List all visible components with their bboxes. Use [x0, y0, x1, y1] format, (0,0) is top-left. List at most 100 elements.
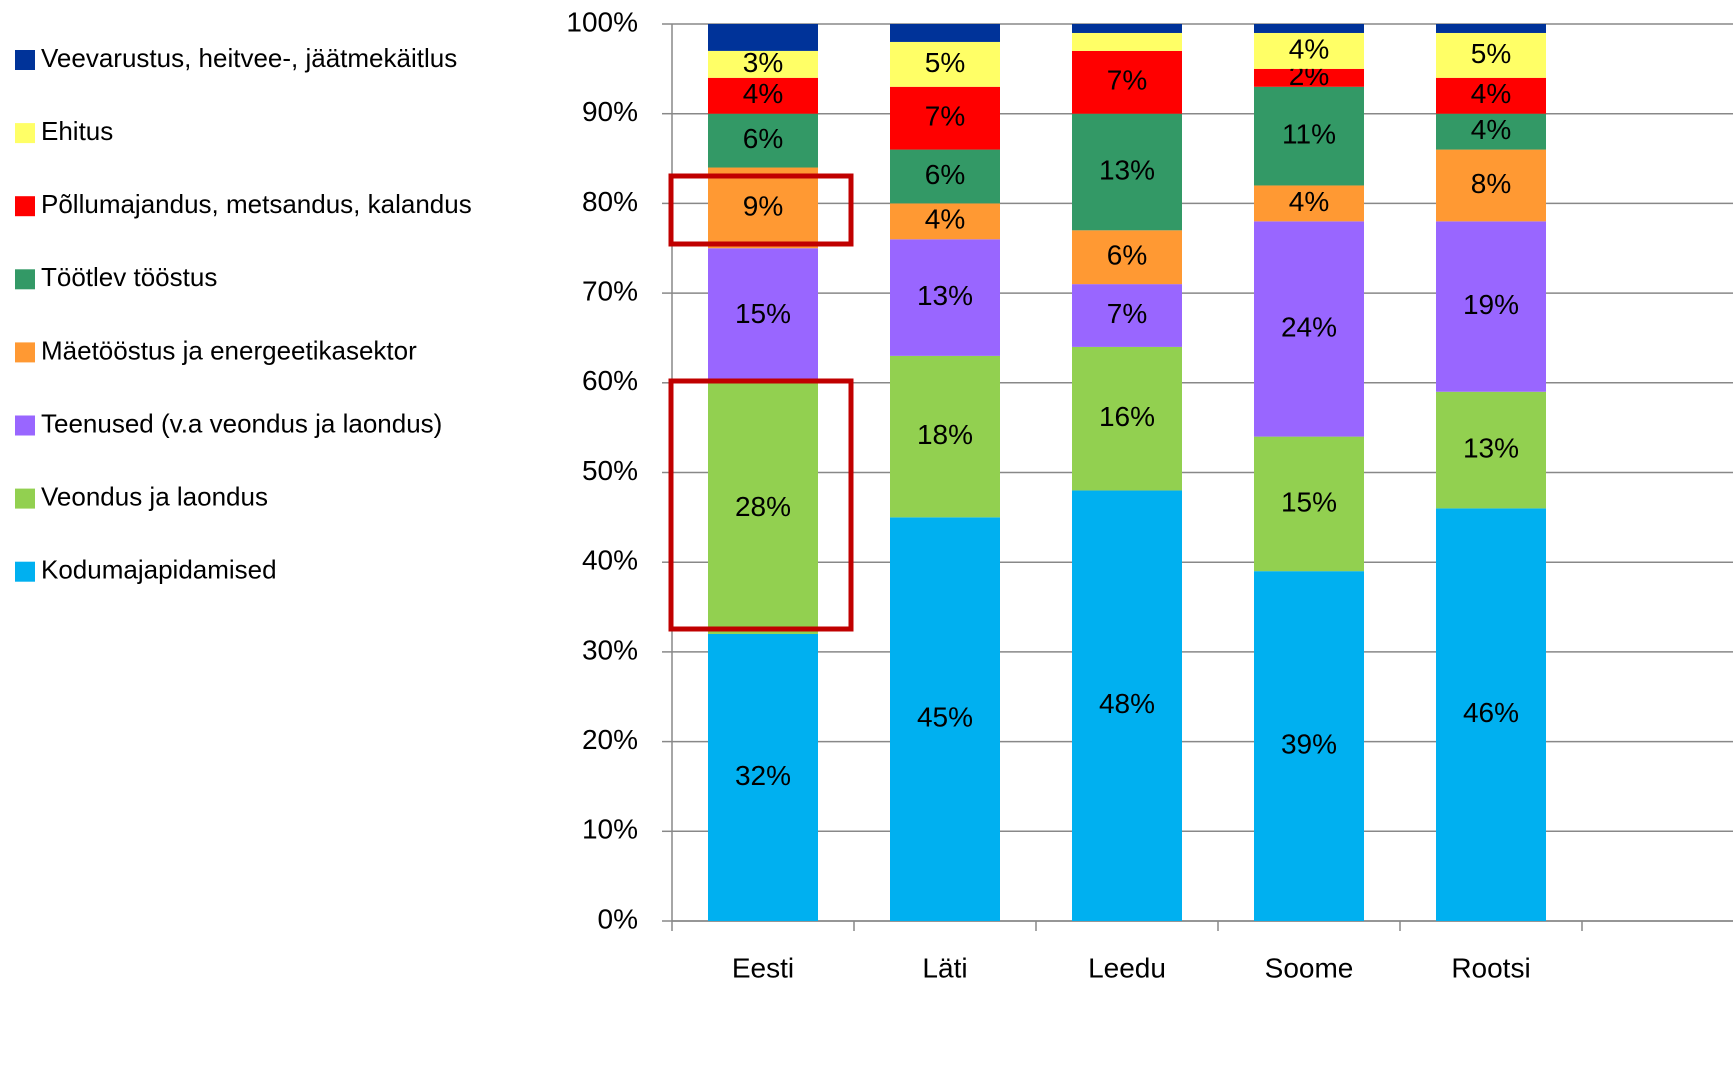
bar-segment: [1254, 86, 1364, 186]
bar-segment: [708, 77, 818, 114]
data-label: 45%: [917, 702, 973, 733]
data-label: 19%: [1463, 289, 1519, 320]
data-label: 4%: [1471, 114, 1511, 145]
data-label: 6%: [1107, 240, 1147, 271]
y-tick-label: 10%: [582, 814, 638, 845]
y-tick-label: 60%: [582, 365, 638, 396]
data-label: 28%: [735, 491, 791, 522]
data-label: 6%: [925, 159, 965, 190]
legend-label: Töötlev tööstus: [41, 262, 217, 292]
legend-swatch: [15, 488, 35, 509]
data-label: 7%: [925, 101, 965, 132]
legend-label: Põllumajandus, metsandus, kalandus: [41, 189, 472, 219]
data-label: 4%: [1471, 78, 1511, 109]
highlight-box: [668, 378, 854, 632]
legend-label: Teenused (v.a veondus ja laondus): [41, 408, 442, 438]
highlight-box: [668, 173, 854, 247]
bar-segment: [1436, 113, 1546, 150]
legend-swatch: [15, 415, 35, 436]
legend-swatch: [15, 123, 35, 144]
bar-segment: [1436, 508, 1546, 921]
bar-segment: [708, 382, 818, 634]
bar-segment: [1436, 32, 1546, 78]
y-tick-label: 40%: [582, 545, 638, 576]
plot-area: 0% 10% 20% 30% 40% 50% 60% 70% 80% 90% 100% Eesti Lä…: [566, 6, 1733, 983]
data-label: 13%: [1463, 432, 1519, 463]
bar-segment: [1254, 571, 1364, 921]
legend-label: Kodumajapidamised: [41, 555, 277, 585]
data-label: 6%: [743, 123, 783, 154]
bar-segment: [708, 50, 818, 78]
y-tick-label: 20%: [582, 724, 638, 755]
data-label: 7%: [1107, 65, 1147, 96]
bar-segment: [1254, 436, 1364, 572]
data-label: 46%: [1463, 697, 1519, 728]
bar-segment: [890, 24, 1000, 42]
bar-segment: [1072, 32, 1182, 51]
x-tick-label: Rootsi: [1451, 952, 1530, 983]
legend-swatch: [15, 196, 35, 217]
bar-segment: [708, 113, 818, 168]
bar-segment: [1254, 221, 1364, 437]
bar-segment: [1254, 185, 1364, 222]
bar-segment: [890, 517, 1000, 921]
data-label: 13%: [917, 280, 973, 311]
bar-segment: [708, 633, 818, 921]
data-label: 5%: [1471, 38, 1511, 69]
bar-segment: [1072, 24, 1182, 33]
legend-swatch: [15, 561, 35, 582]
bar-segment: [890, 41, 1000, 87]
data-label: 15%: [1281, 486, 1337, 517]
bar-segment: [890, 149, 1000, 204]
bar-segment: [1436, 24, 1546, 33]
y-tick-label: 80%: [582, 186, 638, 217]
bar-segment: [890, 239, 1000, 356]
legend-swatch: [15, 50, 35, 70]
x-tick-label: Leedu: [1088, 952, 1166, 983]
x-tick-label: Eesti: [732, 952, 794, 983]
legend-label: Mäetööstus ja energeetikasektor: [41, 335, 417, 365]
data-label: 4%: [743, 78, 783, 109]
data-label: 3%: [743, 47, 783, 78]
bar-segment: [1254, 24, 1364, 33]
y-tick-label: 50%: [582, 455, 638, 486]
bar-segment: [708, 248, 818, 383]
data-label: 18%: [917, 419, 973, 450]
bar-segment: [1072, 230, 1182, 285]
y-tick-label: 0%: [598, 903, 638, 934]
data-label: 7%: [1107, 298, 1147, 329]
bar-segment: [890, 355, 1000, 518]
x-tick-label: Läti: [922, 952, 967, 983]
data-label: 16%: [1099, 401, 1155, 432]
legend-swatch: [15, 269, 35, 290]
data-label: 11%: [1282, 119, 1336, 150]
data-label: 4%: [925, 204, 965, 235]
y-tick-label: 70%: [582, 275, 638, 306]
bar-segment: [1072, 284, 1182, 347]
bar-segment: [708, 167, 818, 249]
data-label: 4%: [1289, 33, 1329, 64]
bar-segment: [1072, 113, 1182, 231]
data-label: 32%: [735, 760, 791, 791]
bar-segment: [1254, 68, 1364, 87]
bar-segment: [1072, 490, 1182, 921]
data-label: 4%: [1289, 186, 1329, 217]
data-label: 48%: [1099, 688, 1155, 719]
legend-swatch: [15, 342, 35, 363]
legend-label: Veondus ja laondus: [41, 481, 268, 511]
data-label: 39%: [1281, 728, 1337, 759]
data-label: 13%: [1099, 154, 1155, 185]
bar-segment: [1436, 221, 1546, 392]
y-tick-label: 100%: [566, 6, 638, 37]
y-tick-label: 30%: [582, 634, 638, 665]
bar-segment: [890, 203, 1000, 240]
data-label: 8%: [1471, 168, 1511, 199]
y-tick-label: 90%: [582, 96, 638, 127]
data-label: 24%: [1281, 311, 1337, 342]
bar-segment: [1072, 50, 1182, 114]
bar-segment: [1436, 391, 1546, 509]
x-tick-label: Soome: [1265, 952, 1354, 983]
bar-segment: [1436, 149, 1546, 222]
data-label: 15%: [735, 298, 791, 329]
